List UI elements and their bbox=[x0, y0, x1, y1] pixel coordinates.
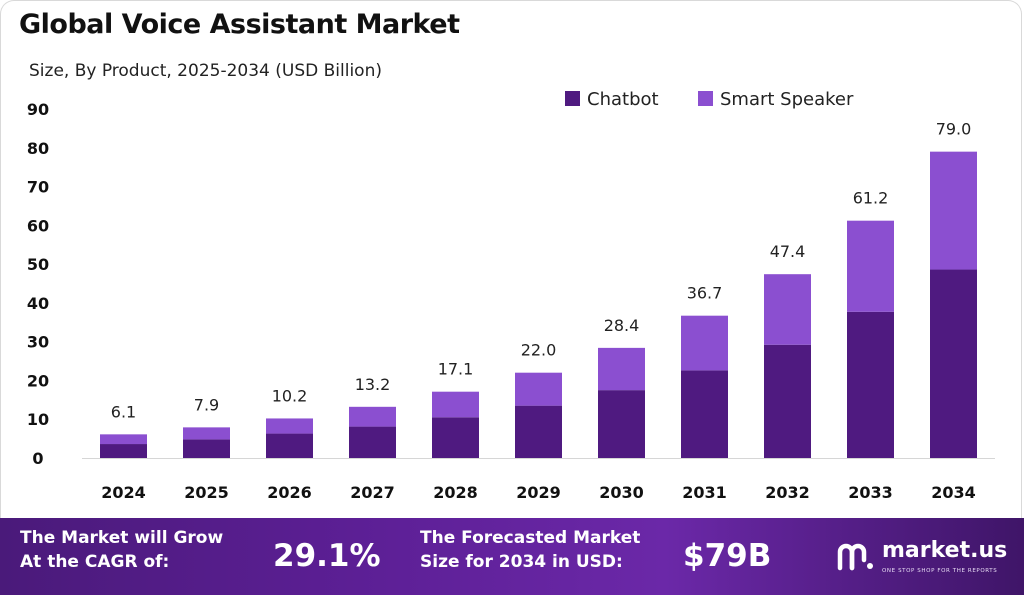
forecast-label: The Forecasted Market Size for 2034 in U… bbox=[420, 526, 640, 574]
forecast-label-line-2: Size for 2034 in USD: bbox=[420, 552, 623, 572]
total-data-label: 79.0 bbox=[936, 120, 972, 139]
total-data-label: 61.2 bbox=[853, 189, 889, 208]
y-tick-label: 90 bbox=[27, 100, 49, 119]
bar-smart-speaker bbox=[764, 274, 811, 345]
bar-smart-speaker bbox=[100, 434, 147, 445]
summary-banner: The Market will Grow At the CAGR of: 29.… bbox=[0, 518, 1024, 595]
chart-title: Global Voice Assistant Market bbox=[19, 9, 460, 40]
total-data-label: 10.2 bbox=[272, 386, 308, 405]
forecast-value: $79B bbox=[683, 538, 772, 574]
x-tick-label: 2027 bbox=[350, 483, 395, 502]
bar-chatbot bbox=[598, 390, 645, 458]
total-data-label: 36.7 bbox=[687, 284, 723, 303]
bar-smart-speaker bbox=[847, 220, 894, 312]
x-tick-label: 2026 bbox=[267, 483, 312, 502]
bar-chatbot bbox=[266, 433, 313, 458]
bar-chatbot bbox=[432, 417, 479, 458]
bar-chart: 01020304050607080906.120247.9202510.2202… bbox=[27, 89, 995, 502]
total-data-label: 6.1 bbox=[111, 402, 136, 421]
y-tick-label: 50 bbox=[27, 255, 49, 274]
bar-smart-speaker bbox=[266, 418, 313, 434]
x-tick-label: 2028 bbox=[433, 483, 478, 502]
cagr-value: 29.1% bbox=[273, 538, 381, 574]
total-data-label: 7.9 bbox=[194, 395, 219, 414]
x-tick-label: 2025 bbox=[184, 483, 229, 502]
y-tick-label: 60 bbox=[27, 216, 49, 235]
x-tick-label: 2030 bbox=[599, 483, 644, 502]
total-data-label: 13.2 bbox=[355, 375, 391, 394]
forecast-label-line-1: The Forecasted Market bbox=[420, 528, 641, 548]
x-tick-label: 2029 bbox=[516, 483, 561, 502]
total-data-label: 17.1 bbox=[438, 360, 474, 379]
brand-name: market.us bbox=[882, 538, 1008, 563]
x-tick-label: 2024 bbox=[101, 483, 146, 502]
x-tick-label: 2033 bbox=[848, 483, 893, 502]
bar-chatbot bbox=[681, 370, 728, 458]
cagr-label-line-1: The Market will Grow bbox=[20, 528, 224, 548]
total-data-label: 47.4 bbox=[770, 242, 806, 261]
y-tick-label: 70 bbox=[27, 178, 49, 197]
cagr-label: The Market will Grow At the CAGR of: bbox=[20, 526, 223, 574]
bar-smart-speaker bbox=[681, 315, 728, 371]
bar-smart-speaker bbox=[183, 427, 230, 440]
legend-label: Smart Speaker bbox=[720, 89, 854, 110]
y-tick-label: 0 bbox=[32, 449, 43, 468]
x-tick-label: 2032 bbox=[765, 483, 810, 502]
y-tick-label: 30 bbox=[27, 333, 49, 352]
bar-chatbot bbox=[515, 405, 562, 458]
bar-chatbot bbox=[100, 444, 147, 458]
bar-chatbot bbox=[764, 344, 811, 458]
legend-swatch bbox=[565, 91, 580, 106]
legend-swatch bbox=[698, 91, 713, 106]
y-tick-label: 20 bbox=[27, 371, 49, 390]
cagr-label-line-2: At the CAGR of: bbox=[20, 552, 170, 572]
bar-smart-speaker bbox=[515, 372, 562, 406]
bar-chatbot bbox=[930, 269, 977, 458]
bar-chatbot bbox=[847, 311, 894, 458]
bar-smart-speaker bbox=[432, 391, 479, 418]
y-tick-label: 40 bbox=[27, 294, 49, 313]
total-data-label: 28.4 bbox=[604, 316, 640, 335]
bar-chatbot bbox=[183, 439, 230, 458]
y-tick-label: 10 bbox=[27, 410, 49, 429]
market-us-logo[interactable]: market.us ONE STOP SHOP FOR THE REPORTS bbox=[836, 536, 1024, 584]
legend-label: Chatbot bbox=[587, 89, 659, 110]
market-us-logo-icon bbox=[837, 543, 873, 571]
bar-smart-speaker bbox=[930, 151, 977, 270]
total-data-label: 22.0 bbox=[521, 341, 557, 360]
bar-smart-speaker bbox=[598, 347, 645, 391]
x-tick-label: 2031 bbox=[682, 483, 727, 502]
x-tick-label: 2034 bbox=[931, 483, 976, 502]
chart-subtitle: Size, By Product, 2025-2034 (USD Billion… bbox=[29, 61, 382, 81]
bar-smart-speaker bbox=[349, 406, 396, 427]
y-tick-label: 80 bbox=[27, 139, 49, 158]
bar-chatbot bbox=[349, 426, 396, 458]
brand-tagline: ONE STOP SHOP FOR THE REPORTS bbox=[882, 568, 998, 574]
